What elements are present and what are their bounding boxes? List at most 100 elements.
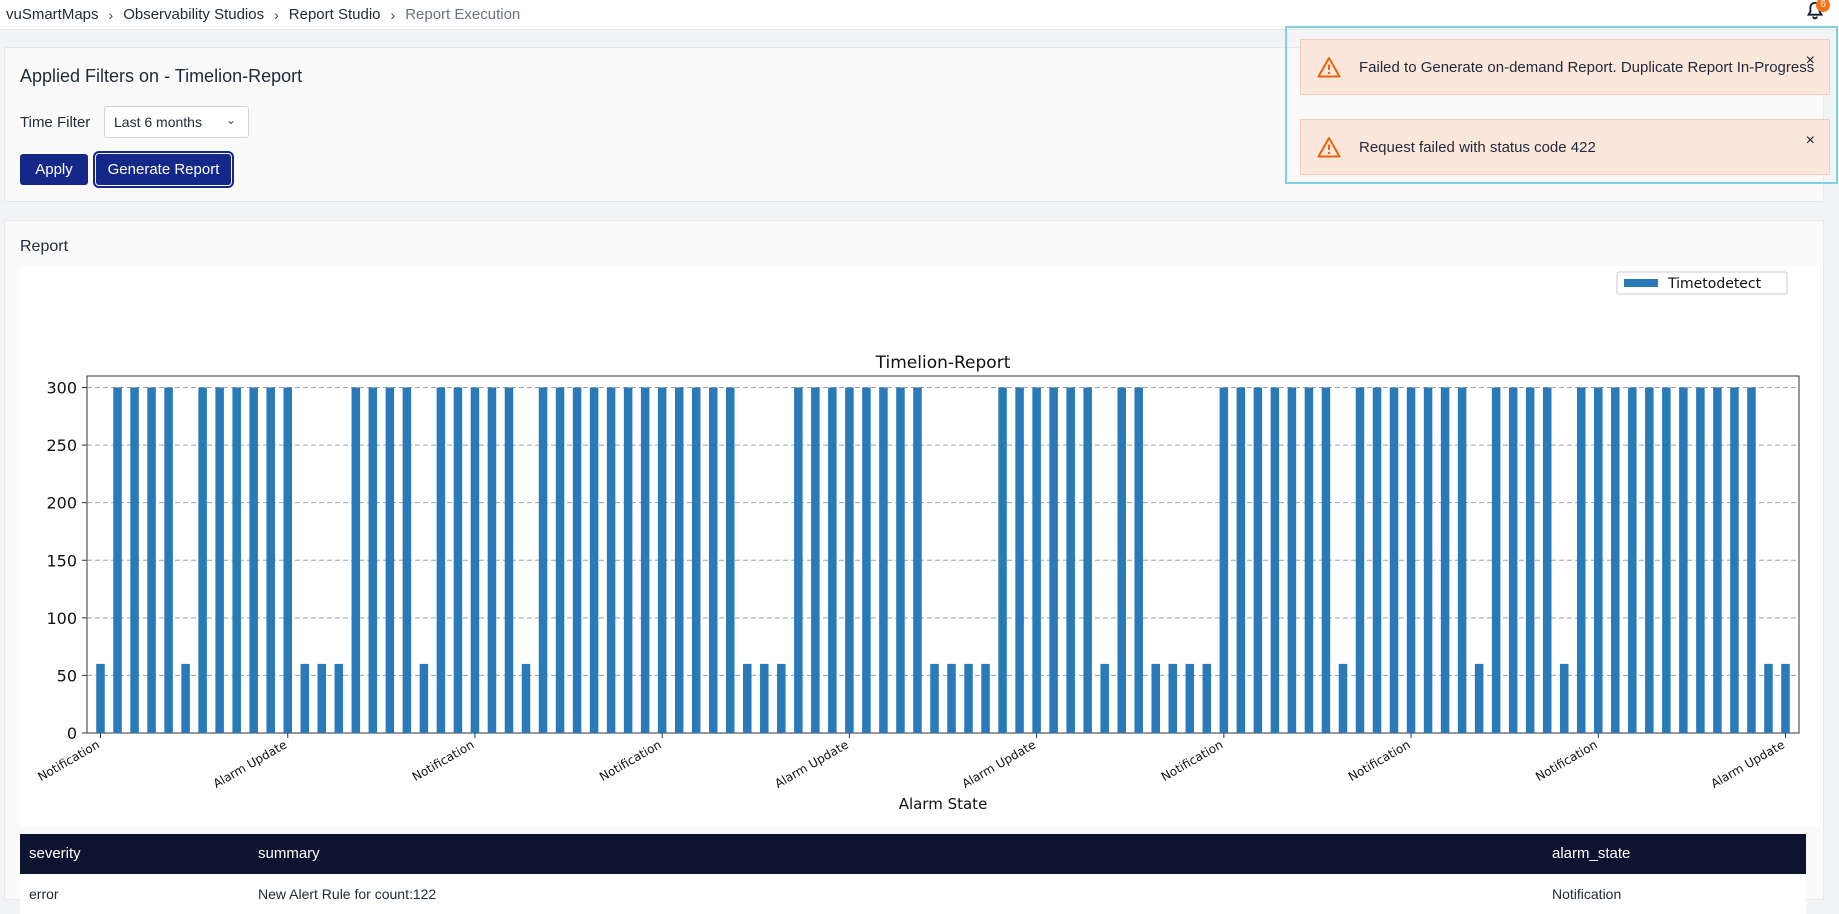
bar bbox=[708, 387, 718, 733]
bar bbox=[385, 387, 395, 733]
bar bbox=[1202, 663, 1212, 733]
bar bbox=[1406, 387, 1416, 733]
x-tick-label: Notification bbox=[1159, 737, 1226, 784]
warning-icon bbox=[1317, 57, 1341, 78]
x-tick-label: Notification bbox=[35, 737, 102, 784]
bar bbox=[1781, 663, 1790, 733]
bar bbox=[1645, 387, 1654, 733]
x-tick-label: Alarm Update bbox=[1708, 737, 1787, 790]
bar bbox=[1508, 387, 1518, 733]
y-tick-label: 0 bbox=[67, 724, 77, 743]
bar bbox=[300, 663, 310, 733]
report-chart: 0 50 100 150 200 250 300 Notification Alarm Upda… bbox=[20, 266, 1820, 826]
bar bbox=[1525, 387, 1535, 733]
bar bbox=[1679, 387, 1688, 733]
x-axis-label: Alarm State bbox=[899, 795, 988, 813]
apply-button[interactable]: Apply bbox=[20, 154, 88, 185]
breadcrumb: vuSmartMaps › Observability Studios › Re… bbox=[6, 6, 520, 23]
breadcrumb-home-link[interactable]: vuSmartMaps bbox=[6, 6, 99, 23]
bar bbox=[1747, 387, 1756, 733]
bar bbox=[1304, 387, 1314, 733]
column-header-alarm-state[interactable]: alarm_state bbox=[1552, 845, 1631, 862]
y-tick-label: 250 bbox=[46, 436, 77, 455]
bar bbox=[487, 387, 497, 733]
bar bbox=[1083, 387, 1092, 733]
bar bbox=[964, 663, 973, 733]
bar bbox=[1474, 663, 1484, 733]
bar bbox=[1287, 387, 1297, 733]
top-bar: vuSmartMaps › Observability Studios › Re… bbox=[0, 0, 1839, 30]
bar bbox=[589, 387, 599, 733]
bar bbox=[419, 663, 429, 733]
bar bbox=[470, 387, 480, 733]
bar bbox=[674, 387, 684, 733]
bar bbox=[913, 387, 922, 733]
bar bbox=[436, 387, 446, 733]
y-tick-label: 150 bbox=[46, 551, 77, 570]
x-tick-label: Alarm Update bbox=[960, 737, 1039, 790]
bar bbox=[1389, 387, 1399, 733]
x-tick-label: Alarm Update bbox=[772, 737, 851, 790]
bar bbox=[368, 387, 378, 733]
table-header: severity summary alarm_state bbox=[20, 834, 1806, 874]
bar bbox=[1696, 387, 1705, 733]
error-toast: Request failed with status code 422 × bbox=[1300, 119, 1830, 175]
time-filter-select[interactable]: Last 6 months ⌄ bbox=[104, 106, 249, 138]
time-filter-value: Last 6 months bbox=[114, 114, 202, 130]
bar bbox=[896, 387, 905, 733]
bar bbox=[862, 387, 871, 733]
bar bbox=[760, 663, 769, 733]
table-row: error New Alert Rule for count:122 Notif… bbox=[20, 874, 1806, 914]
y-tick-label: 100 bbox=[46, 609, 77, 628]
y-tick-label: 50 bbox=[57, 666, 77, 685]
bar bbox=[96, 663, 105, 733]
error-toast: Failed to Generate on-demand Report. Dup… bbox=[1300, 39, 1830, 95]
column-header-severity[interactable]: severity bbox=[29, 845, 81, 862]
bar bbox=[845, 387, 854, 733]
cell-severity: error bbox=[29, 886, 59, 902]
legend bbox=[1616, 271, 1788, 295]
bar bbox=[1594, 387, 1603, 733]
bar bbox=[232, 387, 241, 733]
chevron-right-icon: › bbox=[274, 6, 279, 23]
bar bbox=[998, 387, 1007, 733]
bar bbox=[691, 387, 701, 733]
bar bbox=[947, 663, 956, 733]
bar bbox=[1423, 387, 1433, 733]
generate-report-button[interactable]: Generate Report bbox=[93, 151, 234, 188]
bar bbox=[1219, 387, 1229, 733]
plot-area bbox=[86, 375, 1800, 734]
bar bbox=[725, 387, 735, 733]
close-icon[interactable]: × bbox=[1805, 52, 1815, 69]
bar bbox=[1321, 387, 1331, 733]
bar bbox=[1611, 387, 1620, 733]
bar bbox=[351, 387, 361, 733]
breadcrumb-observability-link[interactable]: Observability Studios bbox=[123, 6, 265, 23]
toast-container: Failed to Generate on-demand Report. Dup… bbox=[1285, 26, 1838, 184]
bar bbox=[164, 387, 173, 733]
bar bbox=[453, 387, 463, 733]
x-tick-label: Alarm Update bbox=[211, 737, 290, 790]
column-header-summary[interactable]: summary bbox=[258, 845, 320, 862]
x-tick-label: Notification bbox=[1346, 737, 1413, 784]
bar bbox=[1559, 663, 1569, 733]
notification-badge: 6 bbox=[1816, 0, 1830, 12]
bar bbox=[1066, 387, 1075, 733]
breadcrumb-report-studio-link[interactable]: Report Studio bbox=[288, 6, 381, 23]
bar bbox=[794, 387, 803, 733]
bar bbox=[879, 387, 888, 733]
bar bbox=[113, 387, 122, 733]
bar-chart: 0 50 100 150 200 250 300 Notification Alarm Upda… bbox=[35, 271, 1800, 813]
bar bbox=[402, 387, 412, 733]
bar bbox=[1372, 387, 1382, 733]
bar bbox=[198, 387, 207, 733]
bar bbox=[572, 387, 582, 733]
bar bbox=[657, 387, 667, 733]
bar bbox=[777, 663, 786, 733]
bar bbox=[521, 663, 531, 733]
bar bbox=[1764, 663, 1773, 733]
bar bbox=[1134, 387, 1143, 733]
bar bbox=[1151, 663, 1161, 733]
close-icon[interactable]: × bbox=[1805, 132, 1815, 149]
bar bbox=[1185, 663, 1195, 733]
